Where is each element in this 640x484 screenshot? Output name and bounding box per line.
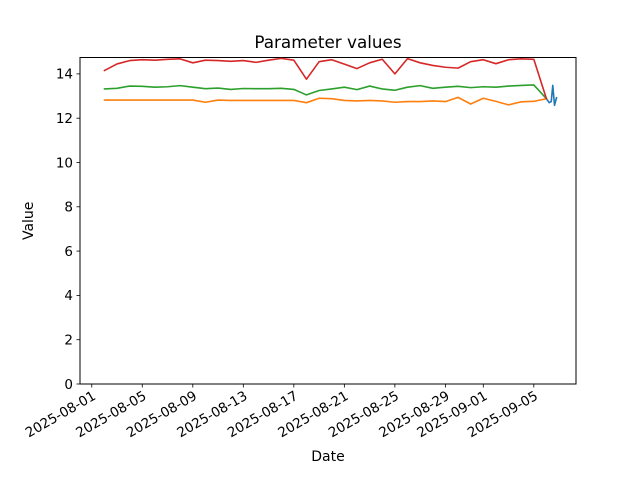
y-tick-label: 10 — [56, 155, 73, 171]
y-tick-label: 8 — [64, 200, 73, 216]
y-tick-label: 4 — [64, 288, 73, 304]
y-tick-label: 6 — [64, 244, 73, 260]
chart-title: Parameter values — [254, 32, 401, 52]
y-axis-label: Value — [21, 202, 37, 240]
y-tick-label: 2 — [64, 332, 73, 348]
series-line-parameter-1-blue — [545, 84, 558, 107]
y-tick-label: 14 — [56, 67, 73, 83]
y-axis-ticks: 0 2 4 6 8 10 12 14 — [56, 67, 80, 393]
series-line-parameter-2-orange — [103, 96, 548, 106]
y-tick-label: 0 — [64, 377, 73, 393]
series-line-parameter-4-red — [103, 57, 548, 100]
plot-area — [79, 57, 577, 385]
y-tick-label: 12 — [56, 111, 73, 127]
x-axis-label: Date — [311, 449, 344, 465]
series-lines — [103, 57, 558, 107]
series-line-parameter-3-green — [103, 84, 548, 100]
